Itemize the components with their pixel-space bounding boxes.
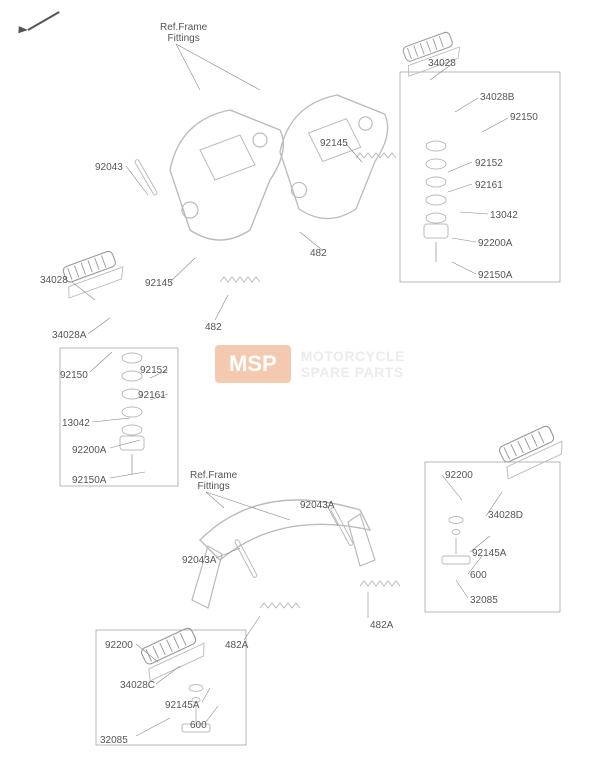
part-label-92200A_a: 92200A	[72, 445, 106, 456]
part-label-92152_a: 92152	[140, 365, 168, 376]
part-label-92200A_b: 92200A	[478, 238, 512, 249]
part-label-92161_a: 92161	[138, 390, 166, 401]
watermark-line1: MOTORCYCLE	[301, 348, 405, 364]
part-label-482A_a: 482A	[370, 620, 393, 631]
part-label-92150_b: 92150	[510, 112, 538, 123]
part-label-600_b: 600	[190, 720, 207, 731]
watermark-badge: MSP	[215, 345, 291, 383]
part-label-482_a: 482	[205, 322, 222, 333]
part-label-92150A_b: 92150A	[478, 270, 512, 281]
part-label-482A_b: 482A	[225, 640, 248, 651]
part-label-92145_b: 92145	[320, 138, 348, 149]
part-label-600_a: 600	[470, 570, 487, 581]
part-label-32085_b: 32085	[100, 735, 128, 746]
part-label-92200_b: 92200	[105, 640, 133, 651]
part-label-92043A_a: 92043A	[300, 500, 334, 511]
part-label-92150A_a: 92150A	[72, 475, 106, 486]
part-label-34028B: 34028B	[480, 92, 514, 103]
watermark-line2: SPARE PARTS	[301, 364, 405, 380]
part-label-92043A_b: 92043A	[182, 555, 216, 566]
watermark: MSP MOTORCYCLE SPARE PARTS	[215, 345, 405, 383]
diagram-canvas: Ref.Frame Fittings Ref.Frame Fittings 92…	[0, 0, 600, 775]
part-label-482_b: 482	[310, 248, 327, 259]
ref-frame-fittings-label: Ref.Frame Fittings	[160, 22, 207, 44]
ref-frame-fittings-label: Ref.Frame Fittings	[190, 470, 237, 492]
part-label-92043_a: 92043	[95, 162, 123, 173]
part-label-92152_b: 92152	[475, 158, 503, 169]
part-label-92200_a: 92200	[445, 470, 473, 481]
part-label-13042_b: 13042	[490, 210, 518, 221]
part-label-92161_b: 92161	[475, 180, 503, 191]
part-label-34028_b: 34028	[428, 58, 456, 69]
part-label-34028A: 34028A	[52, 330, 86, 341]
watermark-text: MOTORCYCLE SPARE PARTS	[301, 348, 405, 380]
part-label-32085_a: 32085	[470, 595, 498, 606]
part-label-34028D: 34028D	[488, 510, 523, 521]
part-label-13042_a: 13042	[62, 418, 90, 429]
part-label-34028C: 34028C	[120, 680, 155, 691]
part-label-92145_a: 92145	[145, 278, 173, 289]
part-label-92145A_b: 92145A	[165, 700, 199, 711]
part-label-92150_a: 92150	[60, 370, 88, 381]
part-label-34028_a: 34028	[40, 275, 68, 286]
part-label-92145A_a: 92145A	[472, 548, 506, 559]
